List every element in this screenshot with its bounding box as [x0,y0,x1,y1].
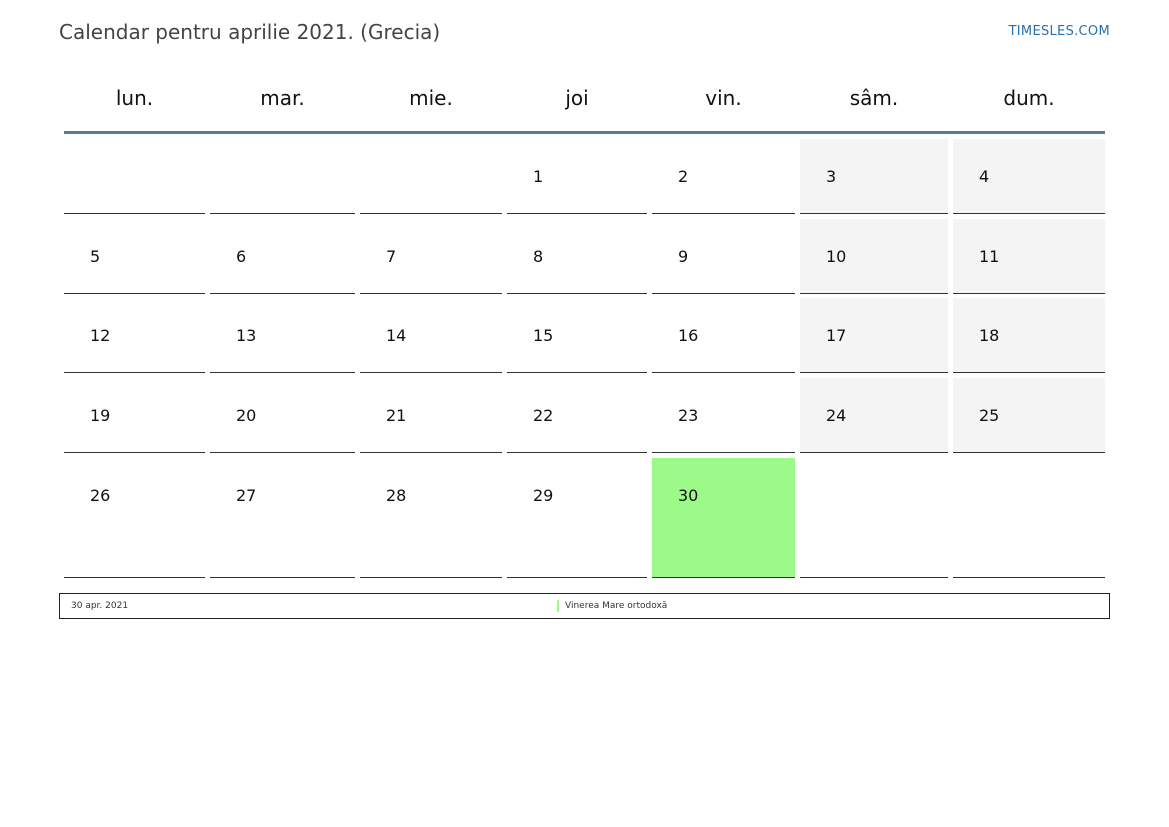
calendar-day-cell[interactable]: 13 [210,298,355,373]
weekday-header: lun. [115,86,154,110]
calendar-empty-cell [210,139,355,214]
day-number: 2 [678,167,689,186]
calendar-day-cell[interactable]: 25 [953,378,1105,453]
calendar-day-cell[interactable]: 2 [652,139,795,214]
calendar-day-cell[interactable]: 23 [652,378,795,453]
day-number: 21 [386,406,407,425]
day-number: 17 [826,326,847,345]
header-divider [64,131,1105,134]
calendar-empty-cell [64,139,205,214]
weekday-header: vin. [705,86,742,110]
calendar-day-cell[interactable]: 5 [64,219,205,294]
day-number: 26 [90,486,111,505]
day-number: 6 [236,247,247,266]
calendar-day-cell[interactable]: 26 [64,458,205,578]
calendar-day-cell[interactable]: 29 [507,458,647,578]
calendar-day-cell[interactable]: 10 [800,219,948,294]
calendar-day-cell[interactable]: 1 [507,139,647,214]
calendar-day-cell[interactable]: 11 [953,219,1105,294]
holiday-legend: 30 apr. 2021 Vinerea Mare ortodoxă [59,593,1110,619]
day-number: 14 [386,326,407,345]
weekday-header: sâm. [849,86,899,110]
day-number: 25 [979,406,1000,425]
weekday-header: mar. [260,86,305,110]
weekday-header: dum. [1003,86,1055,110]
calendar-day-cell[interactable]: 16 [652,298,795,373]
day-number: 7 [386,247,397,266]
calendar-day-cell[interactable]: 21 [360,378,502,453]
legend-date: 30 apr. 2021 [71,601,129,611]
day-number: 30 [678,486,699,505]
day-number: 5 [90,247,101,266]
calendar-day-cell[interactable]: 22 [507,378,647,453]
calendar-day-cell[interactable]: 8 [507,219,647,294]
day-number: 27 [236,486,257,505]
day-number: 16 [678,326,699,345]
day-number: 20 [236,406,257,425]
day-number: 4 [979,167,990,186]
day-number: 13 [236,326,257,345]
day-number: 23 [678,406,699,425]
calendar-day-cell[interactable]: 4 [953,139,1105,214]
calendar-day-cell[interactable]: 18 [953,298,1105,373]
calendar-day-cell[interactable]: 30 [652,458,795,578]
day-number: 28 [386,486,407,505]
calendar-day-cell[interactable]: 19 [64,378,205,453]
page-title: Calendar pentru aprilie 2021. (Grecia) [59,20,441,44]
brand-link[interactable]: TIMESLES.COM [1008,24,1110,39]
day-number: 22 [533,406,554,425]
day-number: 3 [826,167,837,186]
calendar-day-cell[interactable]: 27 [210,458,355,578]
legend-holiday-name: Vinerea Mare ortodoxă [565,601,668,611]
calendar-day-cell[interactable]: 24 [800,378,948,453]
calendar-day-cell[interactable]: 6 [210,219,355,294]
calendar-day-cell[interactable]: 20 [210,378,355,453]
day-number: 15 [533,326,554,345]
day-number: 9 [678,247,689,266]
calendar-empty-cell [953,458,1105,578]
day-number: 8 [533,247,544,266]
day-number: 29 [533,486,554,505]
weekday-header-row: lun. mar. mie. joi vin. sâm. dum. [64,86,1105,116]
calendar-empty-cell [800,458,948,578]
calendar-day-cell[interactable]: 9 [652,219,795,294]
day-number: 18 [979,326,1000,345]
day-number: 11 [979,247,1000,266]
calendar-day-cell[interactable]: 14 [360,298,502,373]
day-number: 10 [826,247,847,266]
calendar-day-cell[interactable]: 17 [800,298,948,373]
day-number: 1 [533,167,544,186]
calendar-day-cell[interactable]: 28 [360,458,502,578]
weekday-header: mie. [409,86,453,110]
calendar-day-cell[interactable]: 3 [800,139,948,214]
calendar-day-cell[interactable]: 7 [360,219,502,294]
weekday-header: joi [565,86,589,110]
day-number: 12 [90,326,111,345]
calendar-day-cell[interactable]: 15 [507,298,647,373]
calendar-day-cell[interactable]: 12 [64,298,205,373]
legend-holiday-marker [557,600,559,612]
day-number: 19 [90,406,111,425]
day-number: 24 [826,406,847,425]
calendar-empty-cell [360,139,502,214]
